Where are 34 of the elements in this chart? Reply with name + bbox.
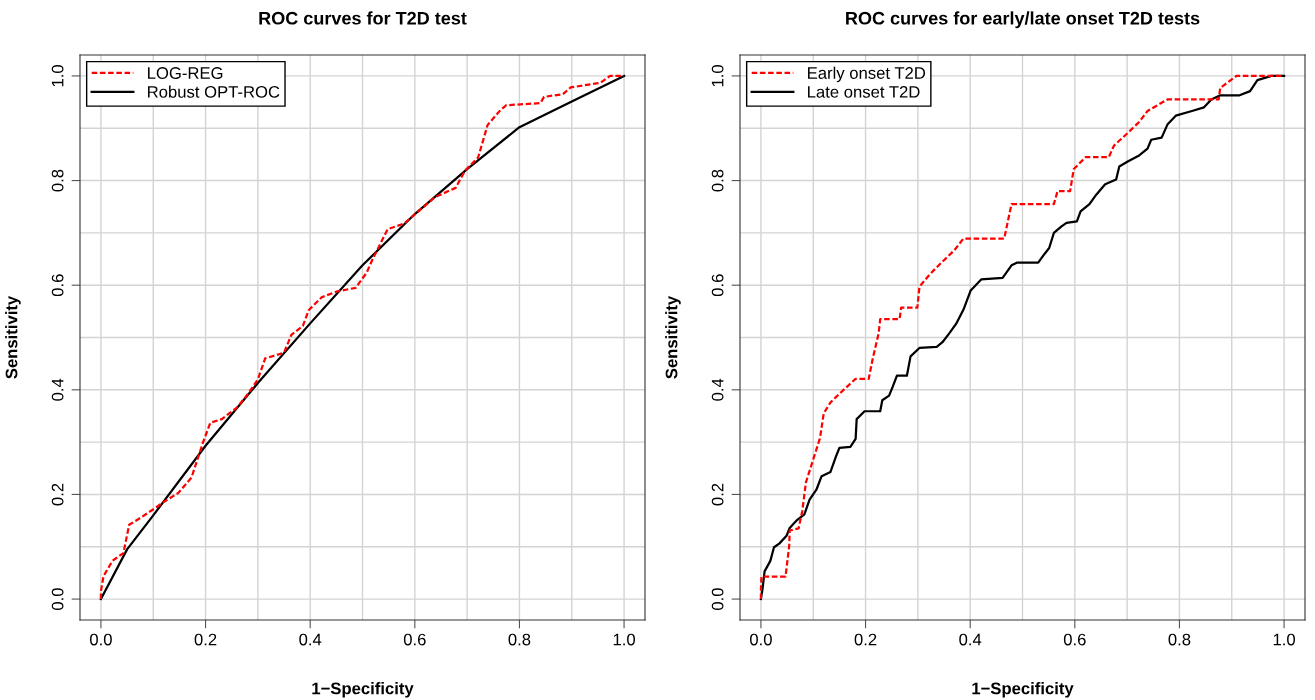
x-tick-label: 0.4 [959,633,982,646]
y-tick-label: 0.0 [51,588,64,611]
x-tick-label: 0.2 [194,633,217,646]
y-tick-label: 0.8 [711,169,724,192]
legend-label: Robust OPT-ROC [148,85,280,98]
x-axis-title: 1−Specificity [972,682,1074,698]
x-tick-label: 0.8 [508,633,531,646]
x-tick-label: 0.6 [1063,633,1086,646]
chart-title: ROC curves for T2D test [259,11,467,25]
y-tick-label: 1.0 [711,64,724,87]
x-tick-label: 0.8 [1168,633,1191,646]
x-tick-label: 0.0 [749,633,772,646]
y-tick-label: 0.4 [51,378,64,401]
y-tick-label: 0.2 [51,483,64,506]
x-tick-label: 1.0 [1273,633,1296,646]
y-axis-title: Sensitivity [665,295,681,379]
y-tick-label: 0.6 [711,274,724,297]
y-tick-label: 1.0 [51,64,64,87]
x-axis-title: 1−Specificity [312,682,414,698]
y-axis-title: Sensitivity [5,295,21,379]
x-tick-label: 0.2 [854,633,877,646]
legend-label: Early onset T2D [808,66,926,83]
chart-title: ROC curves for early/late onset T2D tests [846,11,1200,29]
x-tick-label: 0.4 [299,633,322,646]
legend-label: LOG-REG [148,67,223,79]
legend-label: Late onset T2D [808,85,920,98]
y-tick-label: 0.8 [51,169,64,192]
y-tick-label: 0.2 [711,483,724,506]
x-tick-label: 0.6 [403,633,426,646]
y-tick-label: 0.4 [711,378,724,401]
x-tick-label: 1.0 [613,633,636,646]
x-tick-label: 0.0 [89,633,112,646]
y-tick-label: 0.6 [51,274,64,297]
y-tick-label: 0.0 [711,588,724,611]
